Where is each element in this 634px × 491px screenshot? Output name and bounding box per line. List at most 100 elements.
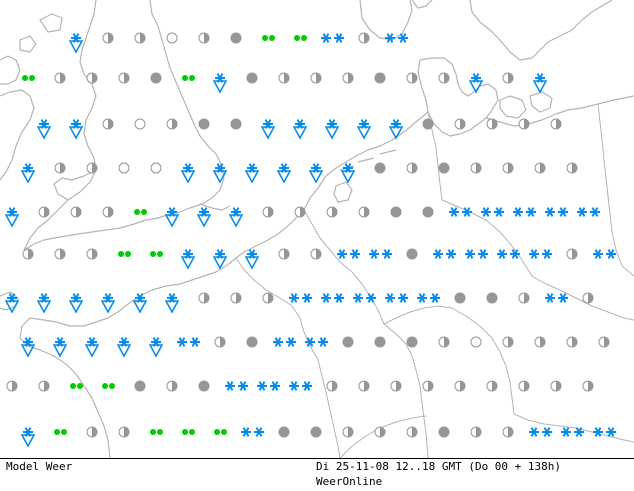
drizzle-icon: [182, 75, 195, 81]
partly-cloudy-icon: [54, 248, 66, 260]
partly-cloudy-icon: [118, 426, 130, 438]
partly-cloudy-icon: [358, 206, 370, 218]
partly-cloudy-icon: [278, 248, 290, 260]
snow-icon: [257, 381, 280, 391]
snow-icon: [561, 427, 584, 437]
overcast-icon: [454, 292, 466, 304]
partly-cloudy-icon: [518, 292, 530, 304]
snow-shower-icon: [20, 163, 36, 184]
snow-shower-icon: [244, 249, 260, 270]
partly-cloudy-icon: [454, 118, 466, 130]
partly-cloudy-icon: [342, 426, 354, 438]
partly-cloudy-icon: [550, 118, 562, 130]
map-footer: Model Weer Di 25-11-08 12..18 GMT (Do 00…: [0, 458, 634, 491]
snow-shower-icon: [68, 33, 84, 54]
clear-sky-icon: [134, 118, 146, 130]
partly-cloudy-icon: [86, 426, 98, 438]
overcast-icon: [342, 336, 354, 348]
partly-cloudy-icon: [230, 292, 242, 304]
partly-cloudy-icon: [6, 380, 18, 392]
snow-icon: [321, 293, 344, 303]
overcast-icon: [230, 32, 242, 44]
clear-sky-icon: [166, 32, 178, 44]
partly-cloudy-icon: [86, 72, 98, 84]
overcast-icon: [246, 72, 258, 84]
partly-cloudy-icon: [310, 72, 322, 84]
partly-cloudy-icon: [438, 336, 450, 348]
partly-cloudy-icon: [374, 426, 386, 438]
overcast-icon: [230, 118, 242, 130]
partly-cloudy-icon: [470, 426, 482, 438]
overcast-icon: [310, 426, 322, 438]
overcast-icon: [134, 380, 146, 392]
snow-shower-icon: [212, 249, 228, 270]
snow-icon: [225, 381, 248, 391]
partly-cloudy-icon: [102, 206, 114, 218]
partly-cloudy-icon: [550, 380, 562, 392]
partly-cloudy-icon: [534, 336, 546, 348]
overcast-icon: [278, 426, 290, 438]
partly-cloudy-icon: [54, 72, 66, 84]
partly-cloudy-icon: [486, 380, 498, 392]
snow-shower-icon: [4, 207, 20, 228]
coastline-layer: [0, 0, 634, 458]
overcast-icon: [374, 336, 386, 348]
snow-icon: [289, 381, 312, 391]
overcast-icon: [198, 118, 210, 130]
snow-shower-icon: [164, 293, 180, 314]
snow-shower-icon: [212, 73, 228, 94]
snow-shower-icon: [116, 337, 132, 358]
partly-cloudy-icon: [390, 380, 402, 392]
snow-shower-icon: [68, 293, 84, 314]
partly-cloudy-icon: [518, 118, 530, 130]
snow-shower-icon: [36, 119, 52, 140]
partly-cloudy-icon: [310, 248, 322, 260]
partly-cloudy-icon: [166, 380, 178, 392]
snow-shower-icon: [324, 119, 340, 140]
snow-shower-icon: [148, 337, 164, 358]
partly-cloudy-icon: [86, 162, 98, 174]
snow-shower-icon: [196, 207, 212, 228]
snow-shower-icon: [4, 293, 20, 314]
partly-cloudy-icon: [214, 336, 226, 348]
partly-cloudy-icon: [518, 380, 530, 392]
partly-cloudy-icon: [38, 380, 50, 392]
partly-cloudy-icon: [470, 162, 482, 174]
overcast-icon: [374, 72, 386, 84]
partly-cloudy-icon: [262, 292, 274, 304]
snow-shower-icon: [388, 119, 404, 140]
snow-shower-icon: [132, 293, 148, 314]
snow-shower-icon: [180, 249, 196, 270]
partly-cloudy-icon: [438, 72, 450, 84]
partly-cloudy-icon: [54, 162, 66, 174]
snow-icon: [481, 207, 504, 217]
partly-cloudy-icon: [566, 336, 578, 348]
snow-icon: [273, 337, 296, 347]
snow-shower-icon: [84, 337, 100, 358]
snow-icon: [353, 293, 376, 303]
snow-icon: [321, 33, 344, 43]
partly-cloudy-icon: [198, 32, 210, 44]
snow-shower-icon: [36, 293, 52, 314]
partly-cloudy-icon: [22, 248, 34, 260]
partly-cloudy-icon: [118, 72, 130, 84]
weather-symbol-layer: [4, 32, 616, 448]
snow-shower-icon: [52, 337, 68, 358]
partly-cloudy-icon: [358, 380, 370, 392]
snow-shower-icon: [244, 163, 260, 184]
overcast-icon: [406, 336, 418, 348]
partly-cloudy-icon: [582, 380, 594, 392]
drizzle-icon: [134, 209, 147, 215]
snow-icon: [385, 293, 408, 303]
drizzle-icon: [70, 383, 83, 389]
snow-shower-icon: [356, 119, 372, 140]
snow-icon: [545, 207, 568, 217]
partly-cloudy-icon: [102, 118, 114, 130]
snow-icon: [369, 249, 392, 259]
clear-sky-icon: [150, 162, 162, 174]
snow-shower-icon: [292, 119, 308, 140]
partly-cloudy-icon: [134, 32, 146, 44]
drizzle-icon: [214, 429, 227, 435]
weather-map: [0, 0, 634, 458]
partly-cloudy-icon: [454, 380, 466, 392]
